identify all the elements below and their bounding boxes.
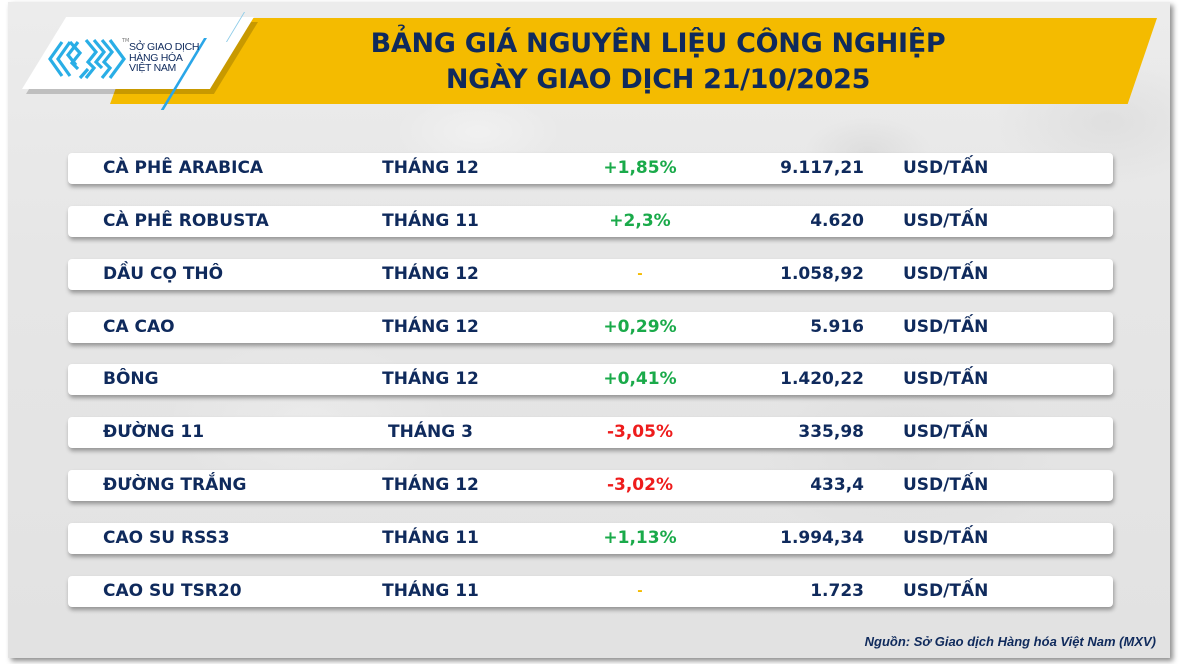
contract-month: THÁNG 3 (388, 422, 473, 442)
commodity-name: CÀ PHÊ ARABICA (103, 158, 264, 178)
unit: USD/TẤN (903, 264, 989, 284)
table-row: CAO SU TSR20 THÁNG 11 - 1.723 USD/TẤN (68, 576, 1113, 607)
unit: USD/TẤN (903, 581, 989, 601)
table-row: CAO SU RSS3 THÁNG 11 +1,13% 1.994,34 USD… (68, 523, 1113, 554)
contract-month: THÁNG 12 (382, 264, 479, 284)
contract-month: THÁNG 12 (382, 475, 479, 495)
change-percent: -3,02% (606, 475, 674, 495)
title-line-1: BẢNG GIÁ NGUYÊN LIỆU CÔNG NGHIỆP (370, 28, 946, 59)
contract-month: THÁNG 12 (382, 369, 479, 389)
contract-month: THÁNG 12 (382, 317, 479, 337)
price: 1.058,92 (780, 264, 864, 284)
commodity-name: CA CAO (103, 317, 175, 337)
price: 1.994,34 (780, 528, 864, 548)
page-title: BẢNG GIÁ NGUYÊN LIỆU CÔNG NGHIỆP NGÀY GI… (308, 26, 1008, 98)
commodity-name: ĐƯỜNG 11 (103, 422, 205, 442)
trademark-symbol: TM (122, 38, 130, 44)
commodity-name: ĐƯỜNG TRẮNG (103, 475, 247, 495)
price: 335,98 (798, 422, 864, 442)
unit: USD/TẤN (903, 211, 989, 231)
table-row: BÔNG THÁNG 12 +0,41% 1.420,22 USD/TẤN (68, 364, 1113, 395)
change-percent: +0,29% (603, 317, 677, 337)
change-percent: +2,3% (609, 211, 671, 231)
commodity-name: CÀ PHÊ ROBUSTA (103, 211, 269, 231)
source-note: Nguồn: Sở Giao dịch Hàng hóa Việt Nam (M… (864, 634, 1156, 649)
mxv-logo-icon (48, 38, 126, 80)
commodity-name: CAO SU RSS3 (103, 528, 230, 548)
commodity-name: CAO SU TSR20 (103, 581, 242, 601)
commodity-name: BÔNG (103, 369, 159, 389)
price: 1.723 (810, 581, 864, 601)
unit: USD/TẤN (903, 528, 989, 548)
contract-month: THÁNG 12 (382, 158, 479, 178)
unit: USD/TẤN (903, 422, 989, 442)
unit: USD/TẤN (903, 369, 989, 389)
table-row: CÀ PHÊ ARABICA THÁNG 12 +1,85% 9.117,21 … (68, 153, 1113, 184)
commodity-name: DẦU CỌ THÔ (103, 264, 224, 284)
table-row: CÀ PHÊ ROBUSTA THÁNG 11 +2,3% 4.620 USD/… (68, 206, 1113, 237)
price: 1.420,22 (780, 369, 864, 389)
logo-text: SỞ GIAO DỊCH HÀNG HÓA VIỆT NAM (129, 42, 199, 74)
change-percent: +1,85% (603, 158, 677, 178)
price: 5.916 (810, 317, 864, 337)
change-percent: - (637, 584, 643, 599)
unit: USD/TẤN (903, 475, 989, 495)
change-percent: -3,05% (606, 422, 674, 442)
contract-month: THÁNG 11 (382, 211, 479, 231)
table-row: ĐƯỜNG 11 THÁNG 3 -3,05% 335,98 USD/TẤN (68, 417, 1113, 448)
logo-text-line-3: VIỆT NAM (129, 62, 176, 74)
unit: USD/TẤN (903, 317, 989, 337)
contract-month: THÁNG 11 (382, 581, 479, 601)
contract-month: THÁNG 11 (382, 528, 479, 548)
unit: USD/TẤN (903, 158, 989, 178)
price: 9.117,21 (780, 158, 864, 178)
price: 4.620 (810, 211, 864, 231)
change-percent: +0,41% (603, 369, 677, 389)
table-row: ĐƯỜNG TRẮNG THÁNG 12 -3,02% 433,4 USD/TẤ… (68, 470, 1113, 501)
logo-text-line-2: HÀNG HÓA (129, 51, 183, 64)
title-banner (110, 18, 1157, 104)
change-percent: - (637, 267, 643, 282)
logo-text-line-1: SỞ GIAO DỊCH (129, 41, 200, 53)
title-line-2: NGÀY GIAO DỊCH 21/10/2025 (445, 64, 871, 95)
price: 433,4 (810, 475, 864, 495)
table-row: CA CAO THÁNG 12 +0,29% 5.916 USD/TẤN (68, 312, 1113, 343)
change-percent: +1,13% (603, 528, 677, 548)
table-row: DẦU CỌ THÔ THÁNG 12 - 1.058,92 USD/TẤN (68, 259, 1113, 290)
price-board-panel: BẢNG GIÁ NGUYÊN LIỆU CÔNG NGHIỆP NGÀY GI… (8, 2, 1170, 658)
